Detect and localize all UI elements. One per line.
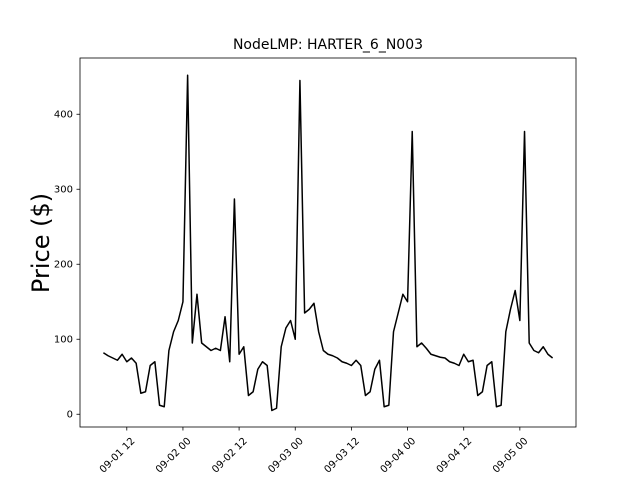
y-tick-label: 400 xyxy=(54,109,73,120)
y-tick-label: 100 xyxy=(54,334,73,345)
data-line xyxy=(102,74,554,412)
y-tick-label: 200 xyxy=(54,259,73,270)
y-axis-label: Price ($) xyxy=(27,193,55,293)
y-tick-label: 300 xyxy=(54,184,73,195)
chart-title: NodeLMP: HARTER_6_N003 xyxy=(233,37,423,53)
plot-frame xyxy=(79,57,577,428)
y-tick-label: 0 xyxy=(67,409,73,420)
